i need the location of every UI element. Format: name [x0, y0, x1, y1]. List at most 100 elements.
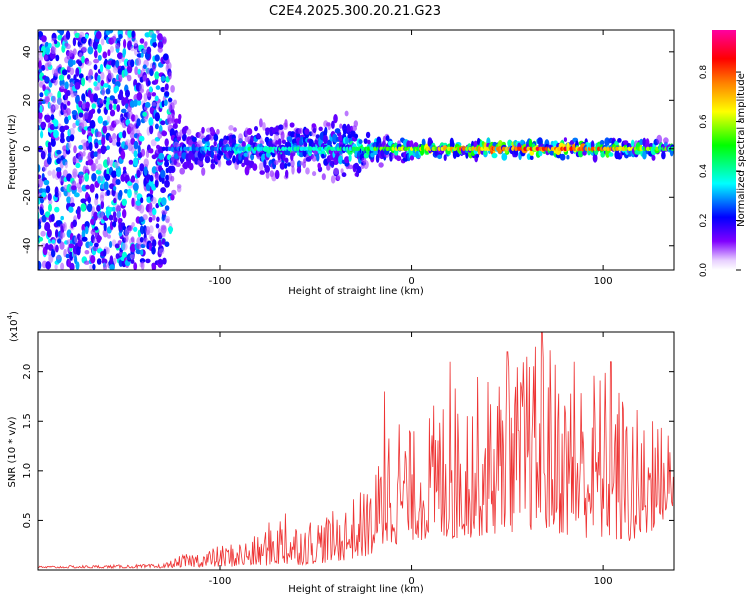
heatmap-cell [112, 133, 117, 140]
heatmap-cell [431, 146, 436, 151]
heatmap-cell [514, 146, 519, 151]
heatmap-cell [164, 179, 170, 188]
heatmap-cell [66, 108, 71, 116]
heatmap-cell [321, 173, 326, 181]
heatmap-cell [150, 139, 157, 147]
heatmap-cell [157, 130, 163, 139]
snr-frame [37, 331, 675, 571]
y-tick-label: -40 [22, 238, 33, 254]
heatmap-cell [85, 184, 90, 190]
heatmap-cell [121, 198, 128, 206]
heatmap-cell [287, 162, 291, 167]
heatmap-cell [367, 139, 371, 145]
heatmap-cell [53, 119, 59, 127]
heatmap-cell [72, 37, 77, 47]
heatmap-cell [82, 37, 87, 43]
heatmap-cell [196, 140, 203, 149]
heatmap-cell [104, 58, 108, 65]
heatmap-cell [312, 171, 317, 177]
heatmap-cell [627, 146, 632, 151]
heatmap-cell [53, 129, 59, 139]
heatmap-cell [100, 38, 105, 46]
heatmap-cell [152, 41, 157, 48]
heatmap-cell [133, 226, 138, 232]
heatmap-cell [191, 136, 197, 143]
heatmap-cell [259, 118, 263, 128]
heatmap-cell [140, 249, 144, 256]
heatmap-cell [121, 242, 128, 251]
top-y-axis-label: Frequency (Hz) [7, 114, 18, 190]
heatmap-cell [630, 139, 635, 148]
heatmap-cell [152, 239, 157, 248]
heatmap-cell [122, 48, 126, 58]
heatmap-cell [566, 146, 571, 151]
heatmap-cell [639, 138, 644, 146]
heatmap-cell [41, 35, 47, 43]
heatmap-cell [528, 138, 533, 148]
heatmap-cell [157, 47, 163, 53]
heatmap-cell [161, 130, 168, 137]
heatmap-cell [201, 167, 206, 176]
heatmap-cell [290, 159, 295, 168]
heatmap-cell [651, 154, 656, 161]
heatmap-cell [93, 211, 98, 221]
heatmap-cell [65, 43, 71, 50]
heatmap-cell [82, 150, 86, 157]
bottom-y-ticks: 0.5 1.0 1.5 2.0 [22, 364, 674, 528]
heatmap-cell [314, 139, 318, 145]
heatmap-cell [148, 148, 154, 154]
heatmap-cell [133, 262, 138, 270]
heatmap-cell [409, 155, 415, 161]
heatmap-cell [656, 134, 663, 145]
heatmap-cell [106, 156, 111, 166]
heatmap-cell [170, 194, 175, 201]
heatmap-cell [507, 139, 513, 147]
heatmap-cell [148, 117, 154, 126]
heatmap-cell [75, 120, 80, 126]
heatmap-cell [105, 247, 110, 255]
y-multiplier-base: (x10 [9, 319, 20, 342]
heatmap-cell [241, 146, 246, 151]
heatmap-cell [298, 127, 304, 135]
heatmap-cell [67, 115, 71, 121]
heatmap-cell [69, 67, 75, 76]
heatmap-cell [210, 126, 214, 134]
x-tick-label: -100 [209, 576, 232, 587]
heatmap-cell [299, 146, 304, 151]
heatmap-cell [103, 181, 109, 191]
heatmap-cell [38, 60, 42, 70]
heatmap-cell [139, 83, 144, 92]
heatmap-cell [99, 63, 104, 73]
heatmap-cell [262, 146, 267, 151]
heatmap-cell [336, 174, 341, 181]
heatmap-cell [97, 74, 101, 84]
heatmap-cell [101, 136, 106, 146]
heatmap-cell [157, 41, 164, 49]
heatmap-cell [95, 158, 99, 165]
heatmap-cell [356, 166, 362, 174]
heatmap-cell [107, 234, 111, 239]
heatmap-cell [170, 85, 175, 93]
heatmap-cell [140, 52, 144, 58]
heatmap-cell [541, 146, 546, 151]
heatmap-cell [321, 153, 325, 159]
heatmap-cell [86, 203, 93, 213]
heatmap-cell [77, 239, 83, 247]
top-x-ticks: -100 0 100 [209, 30, 613, 287]
heatmap-cell [78, 174, 85, 184]
heatmap-cell [154, 123, 159, 130]
heatmap-cell [82, 46, 87, 52]
heatmap-cell [161, 146, 166, 151]
heatmap-cell [162, 53, 169, 61]
heatmap-cell [55, 167, 62, 172]
heatmap-cell [103, 83, 109, 88]
heatmap-cell [113, 257, 117, 265]
heatmap-cell [149, 86, 153, 93]
heatmap-cell [164, 241, 170, 247]
heatmap-cell [181, 126, 187, 135]
colorbar-label: Normalized spectral amplitude [736, 73, 747, 227]
heatmap-cell [123, 39, 127, 49]
heatmap-cell [325, 122, 331, 127]
heatmap-cell [175, 162, 181, 167]
heatmap-cell [89, 119, 96, 129]
